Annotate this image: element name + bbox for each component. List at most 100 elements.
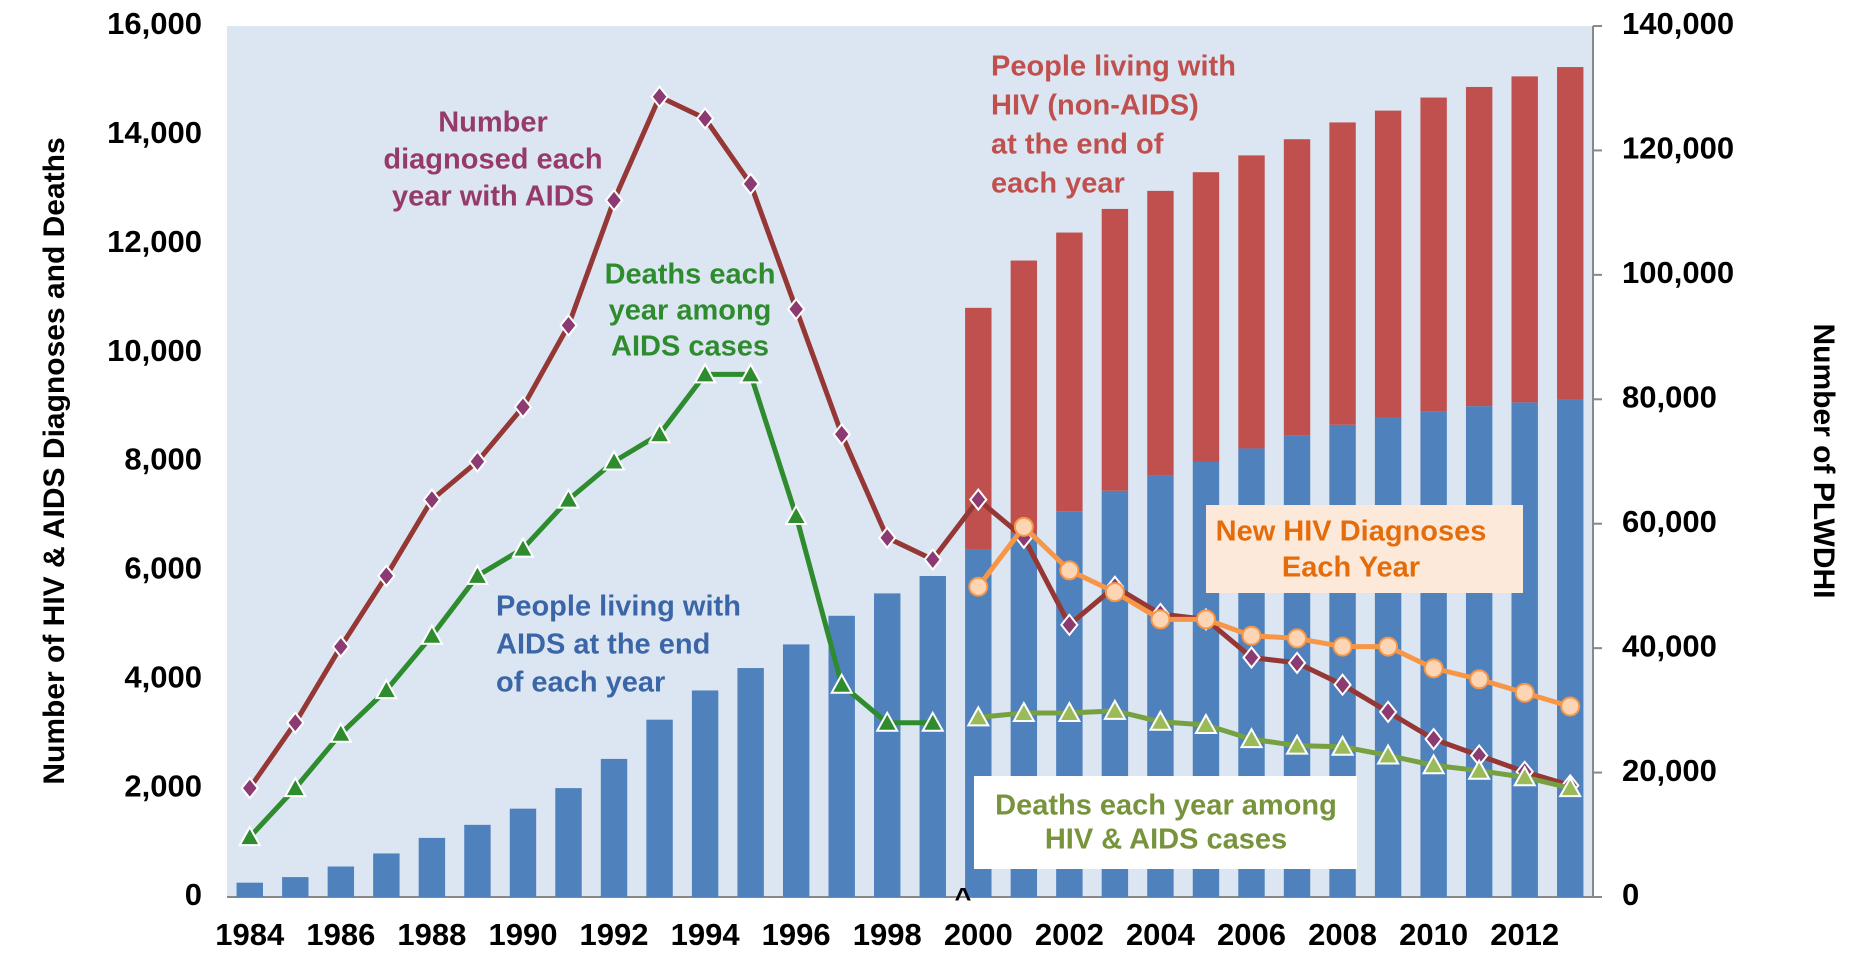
marker [559,313,578,338]
marker [1378,636,1399,657]
bar [828,615,855,897]
marker [374,678,399,700]
marker [1239,727,1264,749]
marker [468,449,487,474]
line [247,371,933,839]
annotation: Deaths each [605,259,776,291]
annotation-box [974,776,1357,869]
marker [786,297,806,321]
marker [1376,743,1400,765]
annotation: each year [991,168,1125,200]
y2-tick-label: 140,000 [1622,6,1734,41]
x-tick-label: 2008 [1308,917,1377,952]
y2-tick-label: 20,000 [1622,753,1717,788]
y-tick-label: 4,000 [124,659,202,694]
y-axis-title: Number of HIV & AIDS Diagnoses and Death… [38,137,71,784]
bar [1010,260,1038,534]
line [247,94,1571,790]
marker [1560,696,1581,717]
marker [966,705,990,727]
bar [1192,172,1220,462]
marker [921,710,945,732]
marker [832,422,851,446]
marker [1013,516,1034,537]
marker [877,526,897,550]
annotation: year among [609,295,772,327]
bar [1374,110,1402,418]
marker [1330,734,1355,756]
annotation-box [1206,505,1523,593]
marker [1513,765,1537,787]
x-tick-label: 1986 [306,917,375,952]
bar [600,758,628,897]
marker [238,825,262,847]
y-tick-label: 8,000 [124,442,202,477]
marker [1148,709,1173,731]
bar [1465,86,1493,407]
x-tick-label: 1994 [671,917,741,952]
x-tick-label: 1988 [397,917,466,952]
marker [329,721,353,743]
marker [741,172,760,196]
bar [1557,67,1584,400]
annotation: People living with [991,51,1236,83]
bar [737,668,764,897]
annotation: Deaths each year among [995,790,1337,822]
x-tick-label: 1990 [488,917,557,952]
bar [418,837,446,897]
marker [1195,609,1216,630]
marker [1558,776,1582,798]
y2-tick-label: 60,000 [1622,504,1717,539]
bar [373,853,400,897]
marker [738,362,763,384]
marker [1469,669,1490,690]
marker [1059,560,1080,581]
annotation: at the end of [991,129,1164,161]
marker [1012,700,1036,723]
marker [1194,712,1218,734]
annotation: diagnosed each [383,144,602,176]
bar [1511,402,1538,897]
x-tick-label: 1998 [853,917,922,952]
marker [1103,698,1127,720]
marker [286,711,305,735]
bar [1420,97,1447,412]
annotation: Each Year [1282,552,1420,584]
y-tick-label: 2,000 [124,768,202,803]
x-tick-label: 2000 [944,917,1013,952]
line [978,708,1571,791]
marker [784,503,808,525]
bar [919,575,946,897]
marker [1287,628,1308,649]
bar [1511,76,1538,403]
annotation: HIV (non-AIDS) [991,90,1199,122]
y-tick-label: 10,000 [107,333,202,368]
marker [968,576,989,597]
bar [782,644,810,897]
marker [1242,645,1261,670]
bar [874,593,901,897]
annotation: Number [438,107,548,139]
marker [556,487,581,509]
annotation: year with AIDS [392,181,594,213]
marker [647,422,672,444]
marker [923,547,943,572]
annotation: ^ [955,883,972,915]
x-tick-label: 1984 [215,917,285,952]
bar [1557,399,1584,897]
marker [695,106,715,131]
annotation: People living with [496,591,741,623]
marker [465,563,490,585]
x-tick-label: 2006 [1217,917,1286,952]
marker [1060,613,1079,637]
marker [1287,651,1307,675]
annotation: HIV & AIDS cases [1045,824,1287,856]
marker [1423,658,1444,679]
annotation: AIDS cases [611,331,769,363]
marker [377,564,396,588]
bar [1420,411,1447,897]
bar [646,719,673,897]
y2-tick-label: 120,000 [1622,131,1734,166]
marker [1241,625,1262,646]
